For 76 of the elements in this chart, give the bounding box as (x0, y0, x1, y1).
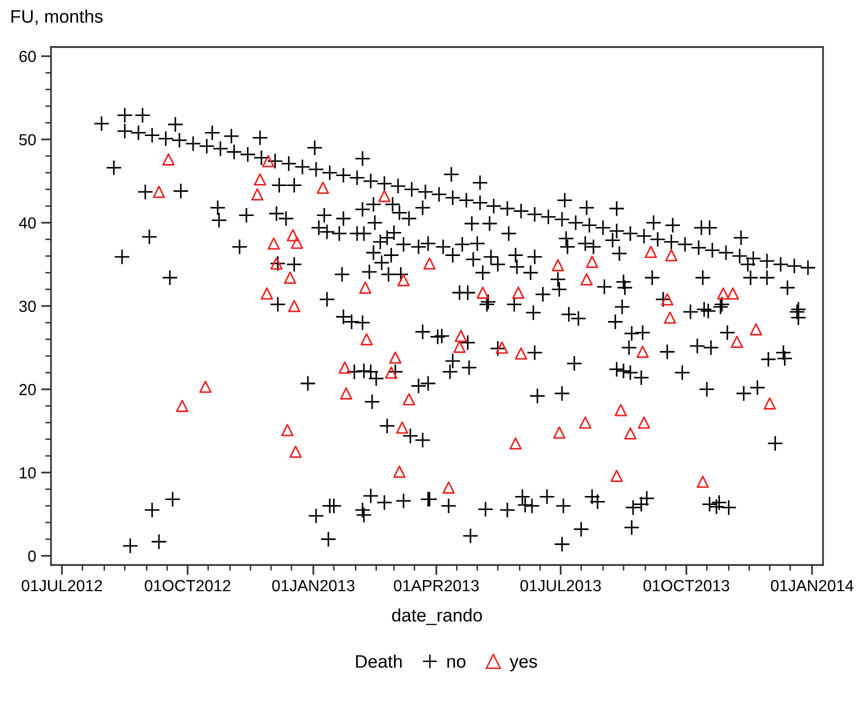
point (664, 312, 676, 324)
point (260, 287, 274, 300)
x-tick-label: 01JAN2013 (272, 580, 354, 592)
point (580, 273, 593, 286)
point (270, 257, 283, 270)
y-tick-label: 50 (19, 134, 36, 146)
point (514, 347, 528, 360)
point (286, 229, 299, 242)
y-tick-label: 30 (19, 300, 36, 312)
point (696, 476, 709, 488)
point (396, 421, 408, 434)
point (338, 361, 351, 374)
point (750, 323, 762, 336)
point (614, 404, 627, 416)
point (717, 287, 730, 300)
point (152, 186, 166, 198)
point (289, 446, 302, 458)
x-tick-label: 01JUL2013 (520, 580, 601, 592)
point (359, 282, 372, 294)
point (340, 387, 352, 400)
point (316, 182, 330, 194)
point (726, 287, 739, 300)
point (393, 466, 406, 478)
y-tick-label: 20 (19, 384, 36, 396)
point (284, 272, 296, 284)
point (385, 366, 398, 379)
legend-title: Death (356, 654, 402, 668)
point (281, 424, 294, 436)
point (176, 400, 188, 412)
y-tick-label: 0 (28, 550, 36, 562)
point (454, 330, 468, 342)
point (638, 416, 650, 429)
point (453, 340, 466, 353)
point (476, 286, 489, 299)
point (661, 293, 674, 306)
point (254, 173, 266, 186)
point (553, 426, 566, 439)
point (162, 153, 175, 166)
point (423, 257, 436, 270)
point (552, 259, 564, 272)
point (624, 427, 636, 440)
point (268, 237, 280, 250)
x-axis-title: date_rando (392, 608, 482, 626)
point (730, 336, 744, 348)
legend-label: yes (510, 658, 537, 672)
point (378, 190, 391, 202)
point (636, 346, 649, 358)
y-tick-label: 40 (19, 217, 36, 229)
point (397, 274, 410, 286)
x-tick-label: 01JAN2014 (770, 580, 854, 592)
y-tick-label: 60 (19, 50, 36, 62)
point (610, 470, 623, 482)
point (288, 300, 300, 312)
point (644, 246, 657, 258)
point (496, 341, 508, 354)
point (579, 416, 592, 429)
point (360, 333, 373, 346)
point (389, 351, 402, 364)
x-tick-label: 01APR2013 (394, 580, 479, 592)
point (402, 393, 416, 406)
point (251, 188, 264, 201)
point (509, 437, 522, 450)
point (262, 154, 274, 168)
legend-label: no (447, 658, 466, 668)
y-tick-label: 10 (20, 467, 36, 479)
point (512, 286, 524, 299)
x-tick-label: 01OCT2012 (144, 580, 230, 592)
x-tick-label: 01OCT2013 (643, 580, 730, 592)
point (764, 397, 776, 410)
point (442, 481, 455, 494)
point (290, 236, 304, 249)
point (665, 249, 678, 262)
y-axis-title: FU, months (11, 10, 103, 25)
x-tick-label: 01JUL2012 (22, 580, 102, 592)
point (199, 380, 212, 393)
point (586, 256, 598, 268)
